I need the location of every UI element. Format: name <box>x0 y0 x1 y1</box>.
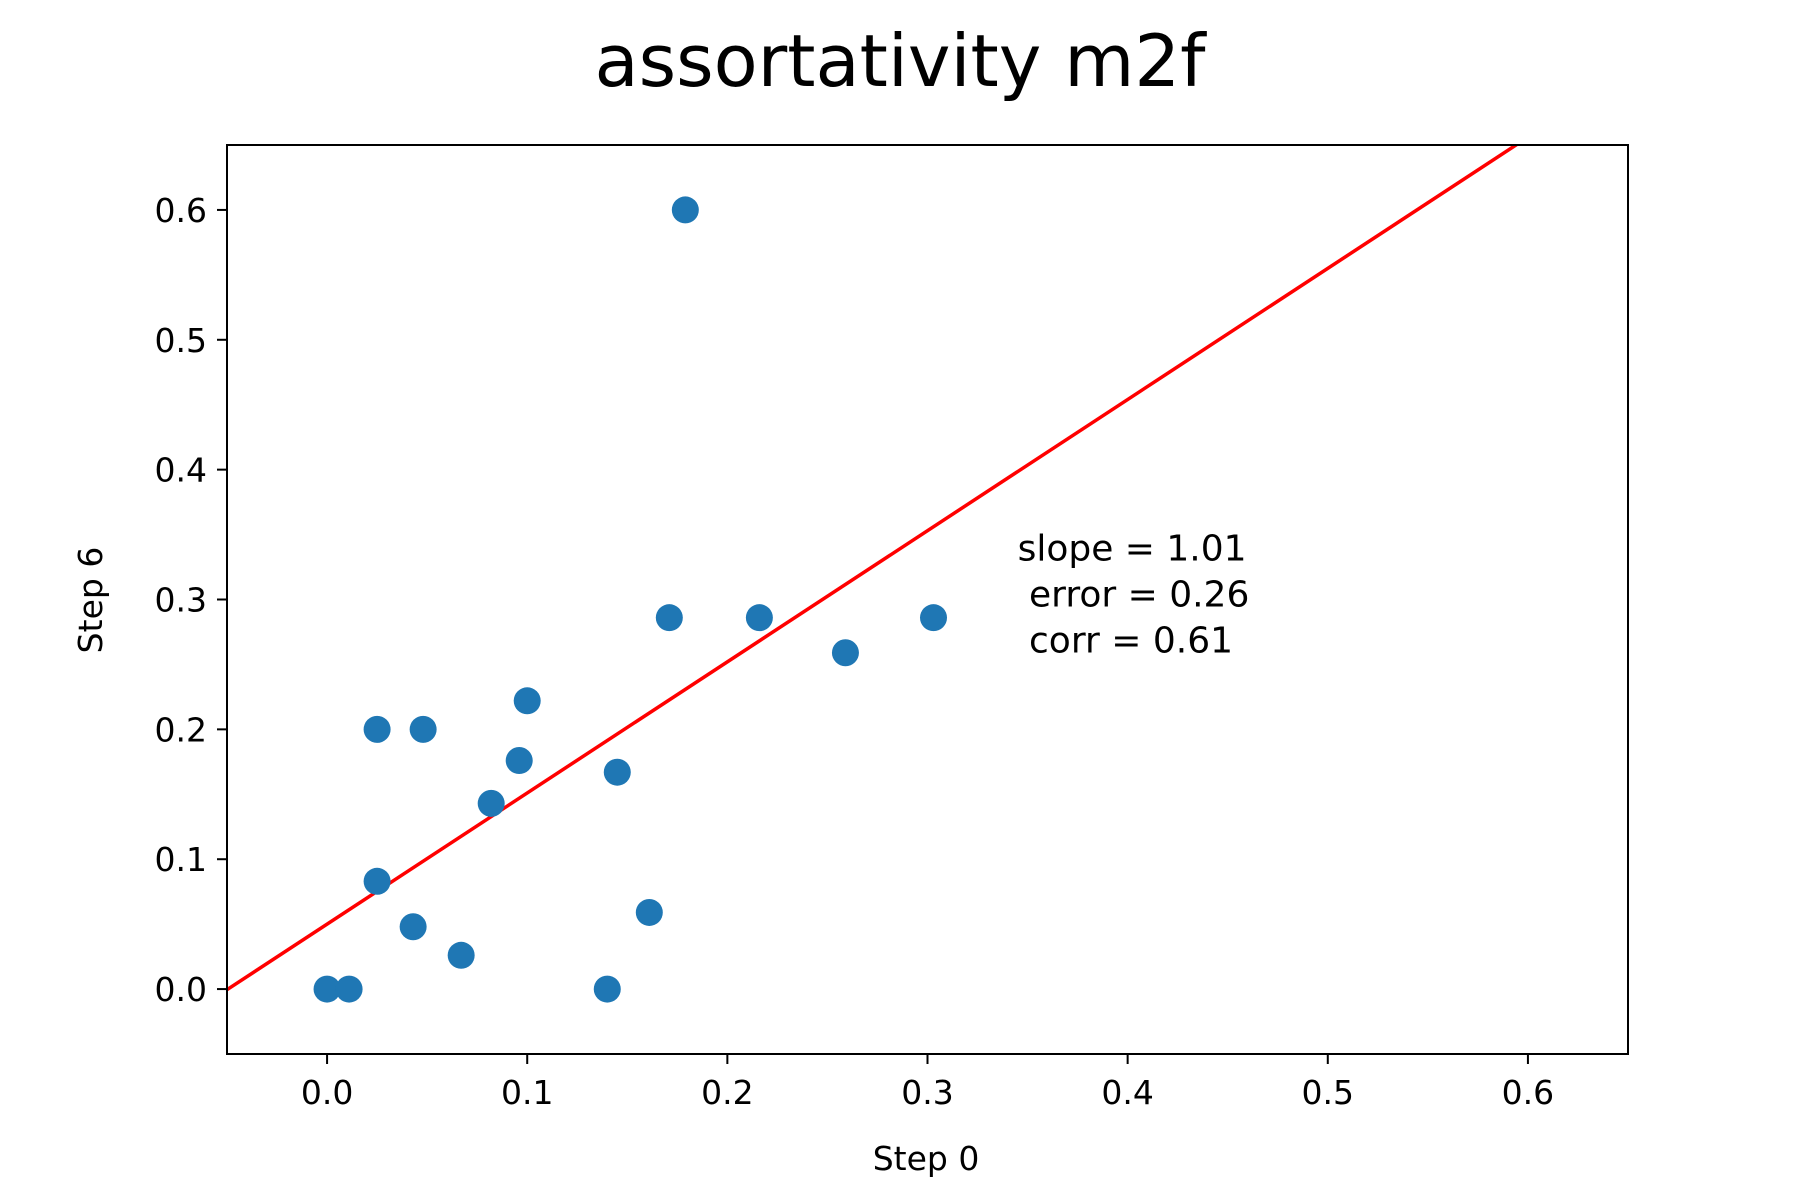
plot-area: 0.0 0.1 0.2 0.3 0.4 0.5 0.6 0.0 0.1 0.2 0.3 0.4 0.5 0… <box>155 144 1629 1112</box>
y-tick-label-1: 0.1 <box>155 840 207 879</box>
data-point-10 <box>593 975 621 1003</box>
data-point-3 <box>363 867 391 895</box>
data-point-5 <box>409 715 437 743</box>
x-tick-label-0: 0.0 <box>301 1073 353 1112</box>
data-point-0 <box>313 975 341 1003</box>
stats-annotation-line-0: slope = 1.01 <box>1018 529 1247 570</box>
chart-title: assortativity m2f <box>594 19 1207 103</box>
data-point-7 <box>477 789 505 817</box>
x-tick-label-3: 0.3 <box>901 1073 953 1112</box>
data-point-9 <box>513 687 541 715</box>
stats-annotation-line-1: error = 0.26 <box>1018 575 1250 616</box>
data-point-14 <box>671 196 699 224</box>
stats-annotation: slope = 1.01 error = 0.26 corr = 0.61 <box>1018 529 1250 662</box>
data-point-8 <box>505 747 533 775</box>
x-axis-title: Step 0 <box>873 1139 980 1178</box>
fit-line <box>227 145 1520 992</box>
x-tick-label-5: 0.5 <box>1302 1073 1354 1112</box>
y-tick-label-6: 0.6 <box>155 191 207 230</box>
y-tick-label-5: 0.5 <box>155 321 207 360</box>
x-tick-label-1: 0.1 <box>501 1073 553 1112</box>
stats-annotation-line-2: corr = 0.61 <box>1018 621 1233 662</box>
data-point-16 <box>831 639 859 667</box>
y-tick-label-4: 0.4 <box>155 451 207 490</box>
x-tick-label-6: 0.6 <box>1502 1073 1554 1112</box>
data-point-6 <box>447 941 475 969</box>
data-point-13 <box>655 604 683 632</box>
y-tick-label-2: 0.2 <box>155 710 207 749</box>
data-point-17 <box>920 604 948 632</box>
data-point-4 <box>399 913 427 941</box>
data-point-12 <box>635 898 663 926</box>
data-point-1 <box>335 975 363 1003</box>
y-tick-label-0: 0.0 <box>155 970 207 1009</box>
data-point-2 <box>363 715 391 743</box>
data-point-15 <box>745 604 773 632</box>
y-tick-label-3: 0.3 <box>155 581 207 620</box>
x-tick-label-4: 0.4 <box>1101 1073 1153 1112</box>
data-point-11 <box>603 758 631 786</box>
x-tick-label-2: 0.2 <box>701 1073 753 1112</box>
y-axis-title: Step 6 <box>71 547 110 654</box>
